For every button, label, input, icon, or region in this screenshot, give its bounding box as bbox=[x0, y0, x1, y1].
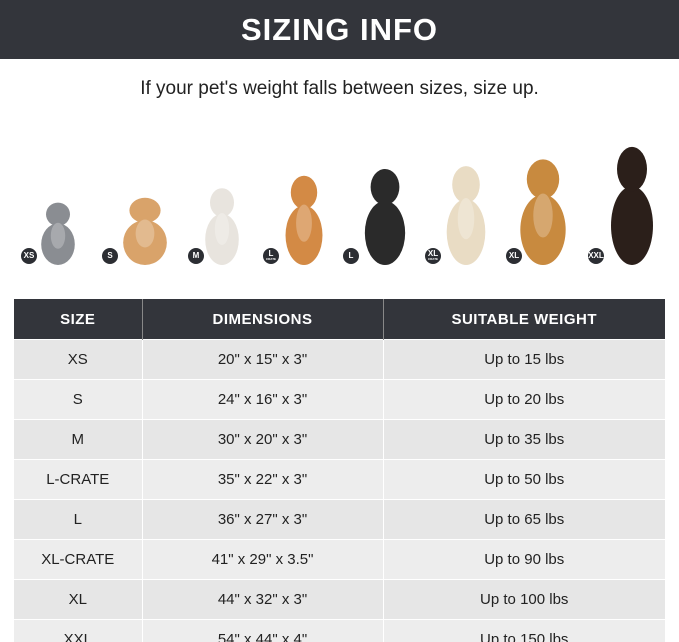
french-bulldog-image bbox=[205, 188, 239, 265]
dimensions-cell: 20" x 15" x 3" bbox=[142, 339, 384, 380]
dimensions-cell: 24" x 16" x 3" bbox=[142, 379, 384, 420]
golden-retriever-image bbox=[520, 159, 566, 265]
table-row: L-CRATE 35" x 22" x 3" Up to 50 lbs bbox=[14, 459, 665, 500]
size-badge-label: XL bbox=[427, 249, 439, 258]
dimensions-cell: 30" x 20" x 3" bbox=[142, 419, 384, 460]
weight-cell: Up to 50 lbs bbox=[383, 459, 665, 500]
size-badge: XXL bbox=[588, 248, 604, 264]
banner-title: SIZING INFO bbox=[0, 0, 679, 59]
table-row: S 24" x 16" x 3" Up to 20 lbs bbox=[14, 379, 665, 420]
labrador-image bbox=[446, 166, 486, 265]
size-cell: XS bbox=[14, 339, 143, 380]
border-collie-image bbox=[364, 169, 406, 265]
size-badge: L bbox=[343, 248, 359, 264]
size-badge-label: XXL bbox=[588, 251, 604, 260]
size-badge: XL CRATE bbox=[425, 248, 441, 264]
weight-cell: Up to 100 lbs bbox=[383, 579, 665, 620]
table-row: M 30" x 20" x 3" Up to 35 lbs bbox=[14, 419, 665, 460]
weight-cell: Up to 65 lbs bbox=[383, 499, 665, 540]
size-badge: S bbox=[102, 248, 118, 264]
shiba-inu-image bbox=[285, 175, 323, 265]
dimensions-cell: 36" x 27" x 3" bbox=[142, 499, 384, 540]
size-badge-sublabel: CRATE bbox=[427, 257, 439, 261]
size-badge-sublabel: CRATE bbox=[265, 257, 277, 261]
size-badge-label: XL bbox=[508, 251, 520, 260]
header-weight: SUITABLE WEIGHT bbox=[383, 299, 665, 340]
subtitle: If your pet's weight falls between sizes… bbox=[140, 78, 539, 99]
pomeranian-image bbox=[123, 197, 167, 265]
table-row: XL 44" x 32" x 3" Up to 100 lbs bbox=[14, 579, 665, 620]
dimensions-cell: 41" x 29" x 3.5" bbox=[142, 539, 384, 580]
table-row: L 36" x 27" x 3" Up to 65 lbs bbox=[14, 499, 665, 540]
dimensions-cell: 35" x 22" x 3" bbox=[142, 459, 384, 500]
size-cell: L bbox=[14, 499, 143, 540]
doberman-image bbox=[611, 146, 653, 265]
weight-cell: Up to 15 lbs bbox=[383, 339, 665, 380]
size-cell: XL-CRATE bbox=[14, 539, 143, 580]
size-badge: L CRATE bbox=[263, 248, 279, 264]
dimensions-cell: 54" x 44" x 4" bbox=[142, 619, 384, 642]
size-cell: XXL bbox=[14, 619, 143, 642]
size-badge-label: S bbox=[107, 251, 113, 260]
size-badge: XS bbox=[21, 248, 37, 264]
weight-cell: Up to 90 lbs bbox=[383, 539, 665, 580]
table-row: XS 20" x 15" x 3" Up to 15 lbs bbox=[14, 339, 665, 380]
pet-size-lineup: XS S M L CRATE L XL CRATE XL XXL bbox=[0, 130, 679, 270]
header-size: SIZE bbox=[14, 299, 143, 340]
table-row: XXL 54" x 44" x 4" Up to 150 lbs bbox=[14, 619, 665, 642]
header-dimensions: DIMENSIONS bbox=[142, 299, 384, 340]
weight-cell: Up to 35 lbs bbox=[383, 419, 665, 460]
dimensions-cell: 44" x 32" x 3" bbox=[142, 579, 384, 620]
size-cell: S bbox=[14, 379, 143, 420]
size-badge: M bbox=[188, 248, 204, 264]
size-badge: XL bbox=[506, 248, 522, 264]
size-badge-label: XS bbox=[23, 251, 35, 260]
size-badge-label: L bbox=[268, 249, 274, 258]
weight-cell: Up to 20 lbs bbox=[383, 379, 665, 420]
cat-image bbox=[41, 202, 75, 265]
size-badge-label: M bbox=[192, 251, 200, 260]
sizing-table: SIZE DIMENSIONS SUITABLE WEIGHT XS 20" x … bbox=[14, 299, 665, 642]
size-cell: XL bbox=[14, 579, 143, 620]
table-header-row: SIZE DIMENSIONS SUITABLE WEIGHT bbox=[14, 299, 665, 340]
table-row: XL-CRATE 41" x 29" x 3.5" Up to 90 lbs bbox=[14, 539, 665, 580]
weight-cell: Up to 150 lbs bbox=[383, 619, 665, 642]
size-cell: L-CRATE bbox=[14, 459, 143, 500]
size-cell: M bbox=[14, 419, 143, 460]
size-badge-label: L bbox=[348, 251, 354, 260]
